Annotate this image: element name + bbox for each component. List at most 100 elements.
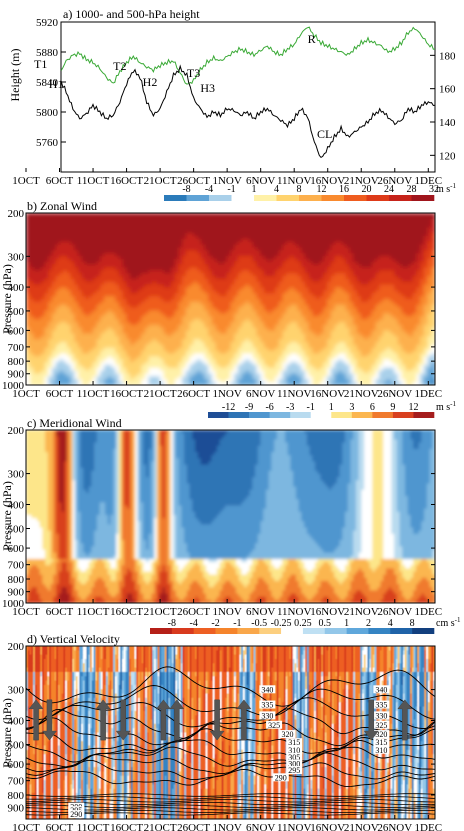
zonal-wind-cell	[263, 238, 269, 243]
zonal-wind-cell	[200, 270, 206, 274]
zonal-wind-cell	[420, 327, 425, 332]
zonal-wind-cell	[237, 284, 243, 289]
zonal-wind-cell	[364, 244, 369, 248]
zonal-wind-cell	[107, 238, 113, 243]
zonal-wind-cell	[104, 304, 109, 309]
zonal-wind-cell	[81, 299, 87, 303]
zonal-wind-cell	[252, 284, 258, 289]
zonal-wind-cell	[70, 221, 75, 226]
zonal-wind-cell	[107, 250, 113, 254]
zonal-wind-cell	[104, 215, 109, 220]
zonal-wind-cell	[412, 218, 418, 223]
zonal-wind-cell	[197, 230, 202, 234]
zonal-wind-cell	[63, 290, 68, 294]
zonal-wind-cell	[122, 310, 127, 314]
zonal-wind-cell	[111, 330, 116, 334]
zonal-wind-cell	[78, 238, 83, 243]
zonal-wind-cell	[122, 213, 127, 217]
zonal-wind-cell	[345, 258, 351, 263]
zonal-wind-cell	[59, 333, 64, 337]
zonal-wind-cell	[78, 301, 83, 306]
zonal-wind-cell	[237, 299, 243, 303]
zonal-wind-cell	[278, 324, 284, 329]
zonal-wind-cell	[81, 273, 87, 277]
zonal-wind-cell	[104, 238, 109, 243]
zonal-wind-cell	[397, 241, 403, 246]
zonal-wind-cell	[420, 261, 425, 266]
zonal-wind-cell	[185, 261, 191, 266]
colorbar-label: 32	[429, 184, 439, 195]
zonal-wind-cell	[349, 316, 354, 320]
zonal-wind-cell	[371, 330, 377, 334]
zonal-wind-cell	[33, 270, 38, 274]
zonal-wind-cell	[137, 307, 142, 312]
zonal-wind-cell	[85, 301, 90, 306]
zonal-wind-cell	[323, 327, 328, 332]
zonal-wind-cell	[234, 258, 239, 263]
zonal-wind-cell	[323, 253, 328, 257]
zonal-wind-cell	[200, 327, 206, 332]
zonal-wind-cell	[104, 261, 109, 266]
zonal-wind-cell	[297, 247, 302, 251]
zonal-wind-cell	[29, 213, 35, 217]
zonal-wind-cell	[167, 319, 172, 323]
zonal-wind-cell	[334, 227, 339, 231]
zonal-wind-cell	[122, 218, 127, 223]
zonal-wind-cell	[219, 253, 224, 257]
zonal-wind-cell	[85, 307, 90, 312]
zonal-wind-cell	[275, 258, 280, 263]
zonal-wind-cell	[200, 238, 206, 243]
zonal-wind-cell	[204, 339, 209, 343]
zonal-wind-cell	[278, 221, 284, 226]
zonal-wind-cell	[241, 230, 246, 234]
zonal-wind-cell	[48, 316, 53, 320]
zonal-wind-cell	[137, 310, 142, 314]
zonal-wind-cell	[211, 290, 217, 294]
zonal-wind-cell	[104, 324, 109, 329]
zonal-wind-cell	[289, 250, 295, 254]
zonal-wind-cell	[375, 284, 380, 289]
zonal-wind-cell	[118, 261, 124, 266]
zonal-wind-cell	[256, 258, 261, 263]
zonal-wind-cell	[100, 299, 105, 303]
zonal-wind-cell	[185, 244, 191, 248]
zonal-wind-cell	[33, 301, 38, 306]
zonal-wind-cell	[230, 339, 235, 343]
zonal-wind-cell	[237, 333, 243, 337]
zonal-wind-cell	[371, 244, 377, 248]
zonal-wind-cell	[394, 270, 399, 274]
zonal-wind-cell	[37, 307, 42, 312]
zonal-wind-cell	[368, 218, 373, 223]
zonal-wind-cell	[44, 304, 49, 309]
zonal-wind-cell	[390, 244, 395, 248]
zonal-wind-cell	[66, 336, 72, 340]
zonal-wind-cell	[390, 281, 395, 286]
zonal-wind-cell	[48, 264, 53, 269]
colorbar-label: -1	[227, 184, 235, 195]
zonal-wind-cell	[100, 230, 105, 234]
y-right-tick-label: 120	[439, 150, 456, 162]
zonal-wind-cell	[133, 324, 139, 329]
zonal-wind-cell	[252, 258, 258, 263]
zonal-wind-cell	[171, 244, 176, 248]
zonal-wind-cell	[107, 230, 113, 234]
zonal-wind-cell	[382, 238, 388, 243]
zonal-wind-cell	[379, 321, 384, 326]
zonal-wind-cell	[63, 336, 68, 340]
zonal-wind-cell	[85, 238, 90, 243]
zonal-wind-cell	[427, 321, 432, 326]
zonal-wind-cell	[174, 307, 180, 312]
zonal-wind-cell	[52, 287, 57, 291]
zonal-wind-cell	[271, 253, 276, 257]
zonal-wind-cell	[100, 321, 105, 326]
zonal-wind-cell	[33, 261, 38, 266]
zonal-wind-cell	[59, 241, 64, 246]
zonal-wind-cell	[37, 235, 42, 240]
zonal-wind-cell	[159, 284, 165, 289]
zonal-wind-cell	[211, 313, 217, 317]
zonal-wind-cell	[271, 333, 276, 337]
zonal-wind-cell	[256, 313, 261, 317]
zonal-wind-cell	[185, 250, 191, 254]
zonal-wind-cell	[185, 213, 191, 217]
zonal-wind-cell	[40, 336, 46, 340]
